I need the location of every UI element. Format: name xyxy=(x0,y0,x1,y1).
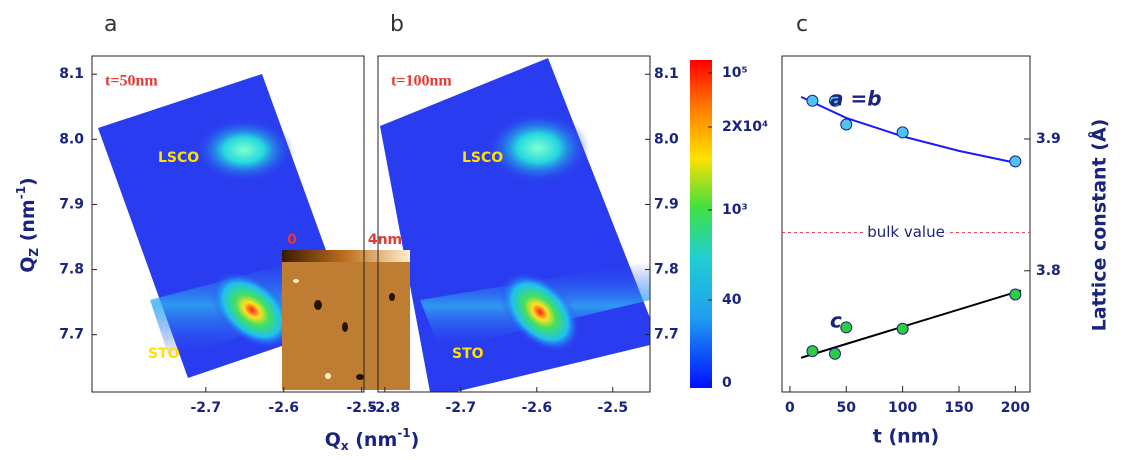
series-label: c xyxy=(830,309,842,333)
data-point xyxy=(806,94,819,107)
inset-scale-label: 0 xyxy=(287,232,297,248)
feature-label: LSCO xyxy=(158,150,199,166)
x-tick-label: -2.5 xyxy=(346,400,377,416)
data-point xyxy=(896,322,909,335)
axis-title-part: Q xyxy=(325,429,341,451)
y-tick-label: 8.0 xyxy=(654,131,679,147)
y-tick-label: 8.0 xyxy=(59,131,84,147)
x-tick-label: -2.7 xyxy=(190,400,221,416)
x-tick-label: 50 xyxy=(837,400,857,416)
colorbar-tick-label: 10³ xyxy=(722,202,748,218)
panel-label: b xyxy=(390,12,404,37)
colorbar xyxy=(690,60,712,388)
plot-frame xyxy=(91,55,365,393)
x-tick-label: -2.8 xyxy=(370,400,401,416)
colorbar-tick-label: 40 xyxy=(722,292,742,308)
colorbar-tick-label: 2X10⁴ xyxy=(722,119,768,135)
y-tick-label: 7.7 xyxy=(654,327,679,343)
panel-label: a xyxy=(104,12,117,37)
y-tick-label: 8.1 xyxy=(59,66,84,82)
panel-label: c xyxy=(796,12,808,37)
plot-frame xyxy=(781,55,1031,393)
fit-line xyxy=(800,289,1022,359)
axis-title: Qx (nm-1) xyxy=(325,426,420,453)
colorbar-tick-label: 10⁵ xyxy=(722,65,748,81)
y-tick-label: 7.9 xyxy=(59,196,84,212)
x-tick-label: -2.5 xyxy=(597,400,628,416)
axis-title-part: ) xyxy=(411,429,420,451)
axis-title-part: Z xyxy=(27,248,41,257)
map-image xyxy=(380,58,650,392)
feature-label: STO xyxy=(452,346,484,362)
feature-label: STO xyxy=(148,346,180,362)
data-point xyxy=(806,345,819,358)
series-label: a =b xyxy=(830,87,882,111)
y-tick-label: 7.9 xyxy=(654,196,679,212)
x-tick-label: 200 xyxy=(1001,400,1030,416)
axis-title-part: ) xyxy=(17,177,39,186)
y-tick-label: 7.8 xyxy=(59,262,84,278)
data-point xyxy=(828,94,841,107)
data-point xyxy=(896,126,909,139)
reference-label: bulk value xyxy=(867,223,945,241)
x-axis-title: t (nm) xyxy=(873,426,939,448)
x-tick-label: 100 xyxy=(888,400,917,416)
y-tick-label: 3.9 xyxy=(1036,131,1061,147)
annotation: t=100nm xyxy=(391,73,452,90)
axis-title-part: -1 xyxy=(14,186,28,199)
axis-title-part: Q xyxy=(17,257,39,273)
label-background xyxy=(865,223,947,242)
y-tick-label: 3.8 xyxy=(1036,263,1061,279)
y-axis-title: Lattice constant (Å) xyxy=(1087,119,1111,332)
axis-title-part: x xyxy=(341,439,349,453)
afm-inset xyxy=(282,250,410,390)
annotation: t=50nm xyxy=(105,73,158,90)
feature-label: LSCO xyxy=(462,150,503,166)
colorbar-tick-label: 0 xyxy=(722,375,732,391)
data-point xyxy=(1009,288,1022,301)
y-tick-label: 7.7 xyxy=(59,327,84,343)
x-tick-label: -2.7 xyxy=(446,400,477,416)
x-tick-label: 150 xyxy=(944,400,973,416)
y-tick-label: 7.8 xyxy=(654,262,679,278)
data-point xyxy=(840,118,853,131)
axis-title-part: (nm xyxy=(17,199,39,248)
data-point xyxy=(828,347,841,360)
axis-title: QZ (nm-1) xyxy=(14,177,41,273)
y-tick-label: 8.1 xyxy=(654,66,679,82)
inset-scale-label: 4nm xyxy=(368,232,402,248)
plot-frame xyxy=(377,55,651,393)
x-tick-label: 0 xyxy=(785,400,795,416)
axis-title-part: (nm xyxy=(349,429,398,451)
data-point xyxy=(1009,155,1022,168)
data-point xyxy=(840,321,853,334)
axis-title-part: -1 xyxy=(397,426,410,440)
x-tick-label: -2.6 xyxy=(268,400,299,416)
x-tick-label: -2.6 xyxy=(521,400,552,416)
